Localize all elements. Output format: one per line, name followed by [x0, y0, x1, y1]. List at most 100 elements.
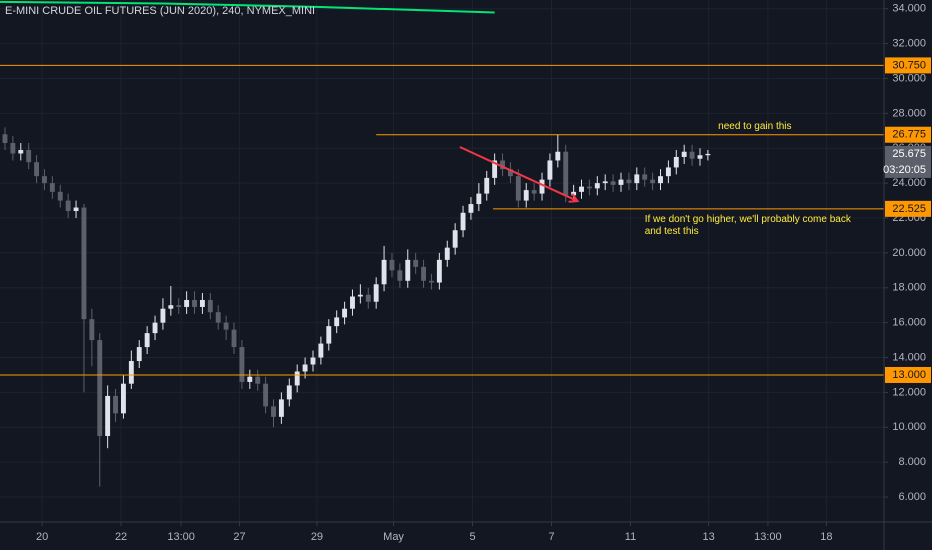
candle-body [563, 151, 569, 196]
candle-body [128, 361, 134, 384]
y-tick-label: 6.000 [898, 491, 926, 503]
candle-body [192, 299, 197, 307]
candle-body [444, 247, 450, 260]
candle-body [460, 212, 466, 231]
y-tick-label: 28.000 [892, 107, 926, 119]
y-tick-label: 32.000 [892, 38, 926, 50]
candle-body [389, 259, 395, 271]
candle-body [215, 312, 221, 323]
candle-body [555, 151, 561, 161]
level-tag-label: 13.000 [892, 369, 926, 381]
candle-body [594, 183, 600, 189]
candle-body [18, 149, 24, 154]
candle-body [350, 296, 355, 309]
candle-body [152, 322, 158, 334]
candle-body [34, 162, 40, 177]
annotation: If we don't go higher, we'll probably co… [645, 214, 851, 237]
candle-body [2, 134, 8, 144]
level-tag [885, 200, 931, 217]
y-tick-label: 20.000 [892, 247, 926, 259]
y-tick-label: 30.000 [892, 72, 926, 84]
candle-body [49, 183, 55, 192]
candle-body [207, 299, 213, 313]
candle-body [286, 385, 292, 400]
candle-body [97, 340, 103, 437]
x-tick-label: 13:00 [167, 531, 195, 543]
moving-average [0, 0, 495, 14]
chart-title: E-MINI CRUDE OIL FUTURES (JUN 2020), 240… [5, 5, 315, 17]
candle-body [73, 207, 79, 212]
x-tick-label: 22 [115, 531, 127, 543]
axes: 6.000 8.000 10.000 12.000 14.000 16.000 18.000… [36, 3, 931, 543]
x-tick-label: 11 [625, 531, 636, 543]
y-tick-label: 8.000 [898, 456, 926, 468]
candle-body [602, 181, 608, 184]
candle-body [429, 280, 434, 283]
candle-body [665, 167, 671, 177]
x-tick-label: 13:00 [754, 531, 782, 543]
candle-body [421, 266, 427, 281]
candle-body [318, 343, 324, 358]
candle-body [278, 399, 284, 417]
level-tag [885, 126, 931, 143]
candle-body [105, 395, 111, 437]
candle-body [705, 153, 711, 156]
x-tick-label: 29 [311, 531, 323, 543]
candle-body [26, 149, 32, 163]
candle-body [113, 395, 118, 414]
x-tick-label: 13 [703, 531, 715, 543]
candle-body [223, 322, 229, 330]
candle-body [586, 186, 592, 189]
level-tag [885, 57, 931, 74]
arrow-line [459, 146, 578, 202]
candle-body [373, 284, 379, 302]
candle-body [357, 294, 363, 297]
level-tag-label: 30.750 [892, 59, 926, 71]
arrow-head [568, 193, 580, 203]
x-tick-label: 7 [548, 531, 554, 543]
candle-body [310, 357, 316, 365]
candle-body [547, 160, 553, 180]
y-tick-label: 14.000 [892, 351, 926, 363]
candle-body [326, 326, 332, 344]
candle-body [120, 383, 126, 414]
candle-body [294, 371, 300, 386]
candle-body [436, 259, 442, 283]
y-tick-label: 34.000 [892, 3, 926, 15]
candle-body [468, 204, 474, 213]
candle-body [618, 179, 624, 185]
candle-body [136, 347, 142, 362]
candle-body [681, 151, 687, 157]
candle-body [247, 376, 253, 382]
y-tick-label: 12.000 [892, 386, 926, 398]
candle-body [626, 179, 632, 184]
candle-body [302, 364, 308, 372]
candle-body [610, 181, 616, 185]
candle-body [476, 193, 482, 205]
grid [0, 0, 884, 522]
candle-body [65, 200, 71, 212]
last-price-label: 25.675 [892, 148, 926, 160]
candle-body [452, 230, 458, 248]
candle-body [160, 308, 166, 323]
candle-body [89, 319, 95, 341]
candle-body [658, 176, 663, 184]
candle-body [697, 155, 703, 159]
candle-body [176, 305, 182, 307]
candle-body [650, 179, 656, 184]
x-tick-label: 18 [820, 531, 832, 543]
candle-body [507, 169, 513, 177]
candle-body [10, 143, 16, 154]
candle-body [263, 383, 269, 407]
annotation: need to gain this [718, 121, 791, 132]
candle-body [397, 270, 403, 281]
candle-body [255, 376, 261, 384]
candle-body [673, 156, 679, 168]
candle-body [81, 207, 87, 320]
level-tag-label: 22.525 [892, 203, 926, 215]
x-tick-label: 20 [36, 531, 48, 543]
y-tick-label: 24.000 [892, 177, 926, 189]
candle-body [539, 179, 545, 194]
candle-body [239, 347, 245, 382]
plot: need to gain this If we don't go higher, … [0, 0, 884, 487]
